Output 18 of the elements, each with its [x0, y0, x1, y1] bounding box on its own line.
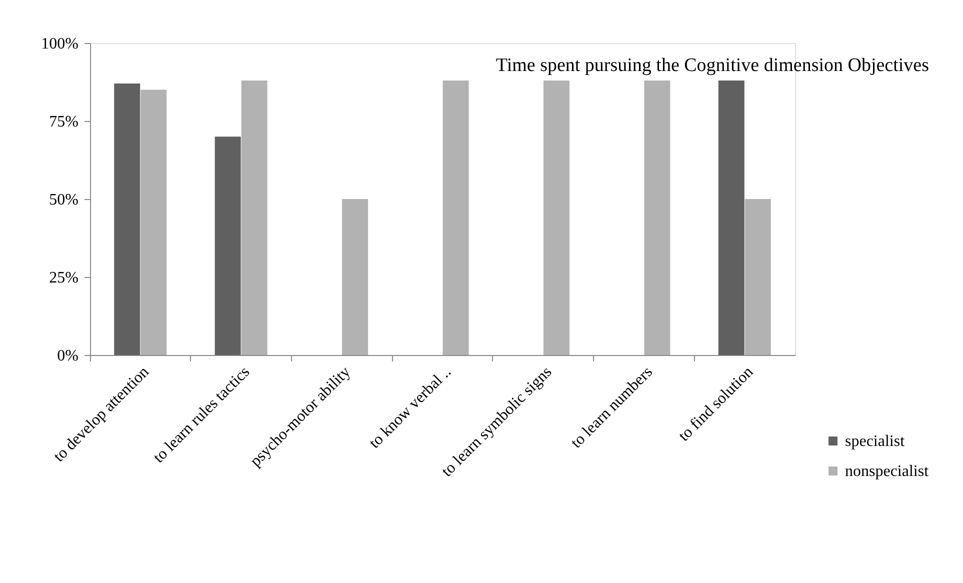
bar [241, 80, 268, 355]
bar [718, 80, 744, 355]
bar [342, 199, 368, 355]
y-tick-label: 50% [49, 192, 78, 208]
bar [744, 199, 771, 355]
bar [140, 90, 167, 355]
legend-label: specialist [845, 433, 906, 450]
bar [114, 84, 140, 355]
y-tick-label: 0% [57, 348, 78, 364]
bar [644, 80, 670, 355]
text: Time spent pursuing the Cognitive dimension Objectives [496, 55, 929, 76]
bar [214, 136, 241, 355]
y-tick-label: 25% [49, 270, 78, 286]
y-tick-label: 100% [41, 36, 78, 52]
bar [543, 80, 570, 355]
legend-label: nonspecialist [845, 463, 930, 480]
bar [442, 80, 469, 355]
y-tick-label: 75% [49, 114, 78, 130]
